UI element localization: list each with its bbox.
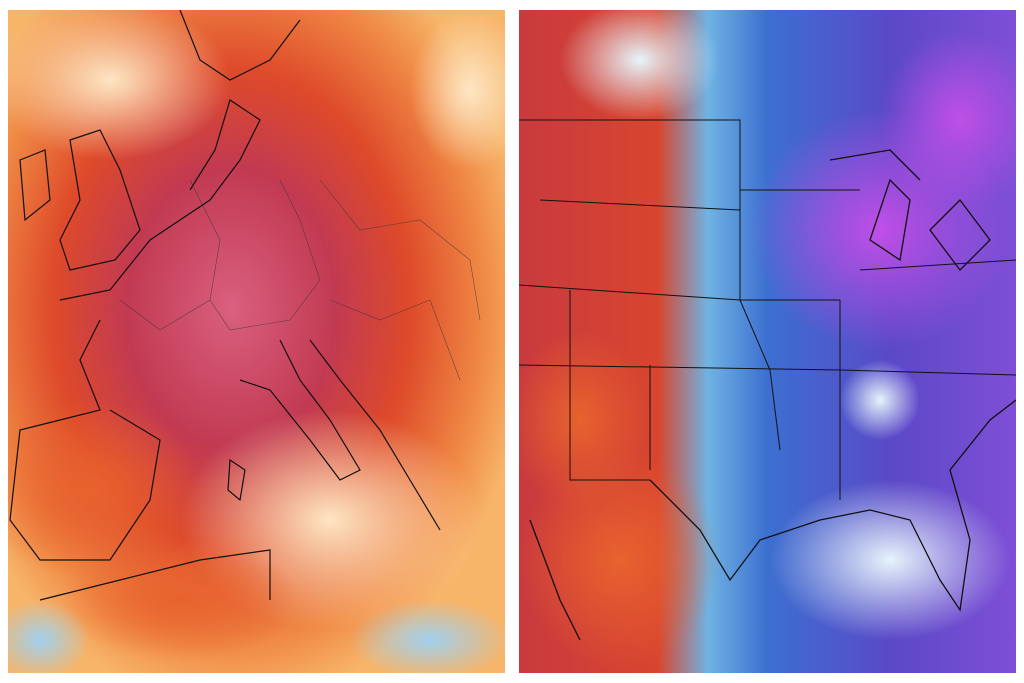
coastlines bbox=[529, 149, 1016, 641]
europe-map bbox=[8, 10, 505, 673]
state-borders bbox=[519, 119, 1016, 500]
borders bbox=[119, 179, 481, 381]
us-map bbox=[519, 10, 1016, 673]
coastlines bbox=[9, 10, 441, 601]
